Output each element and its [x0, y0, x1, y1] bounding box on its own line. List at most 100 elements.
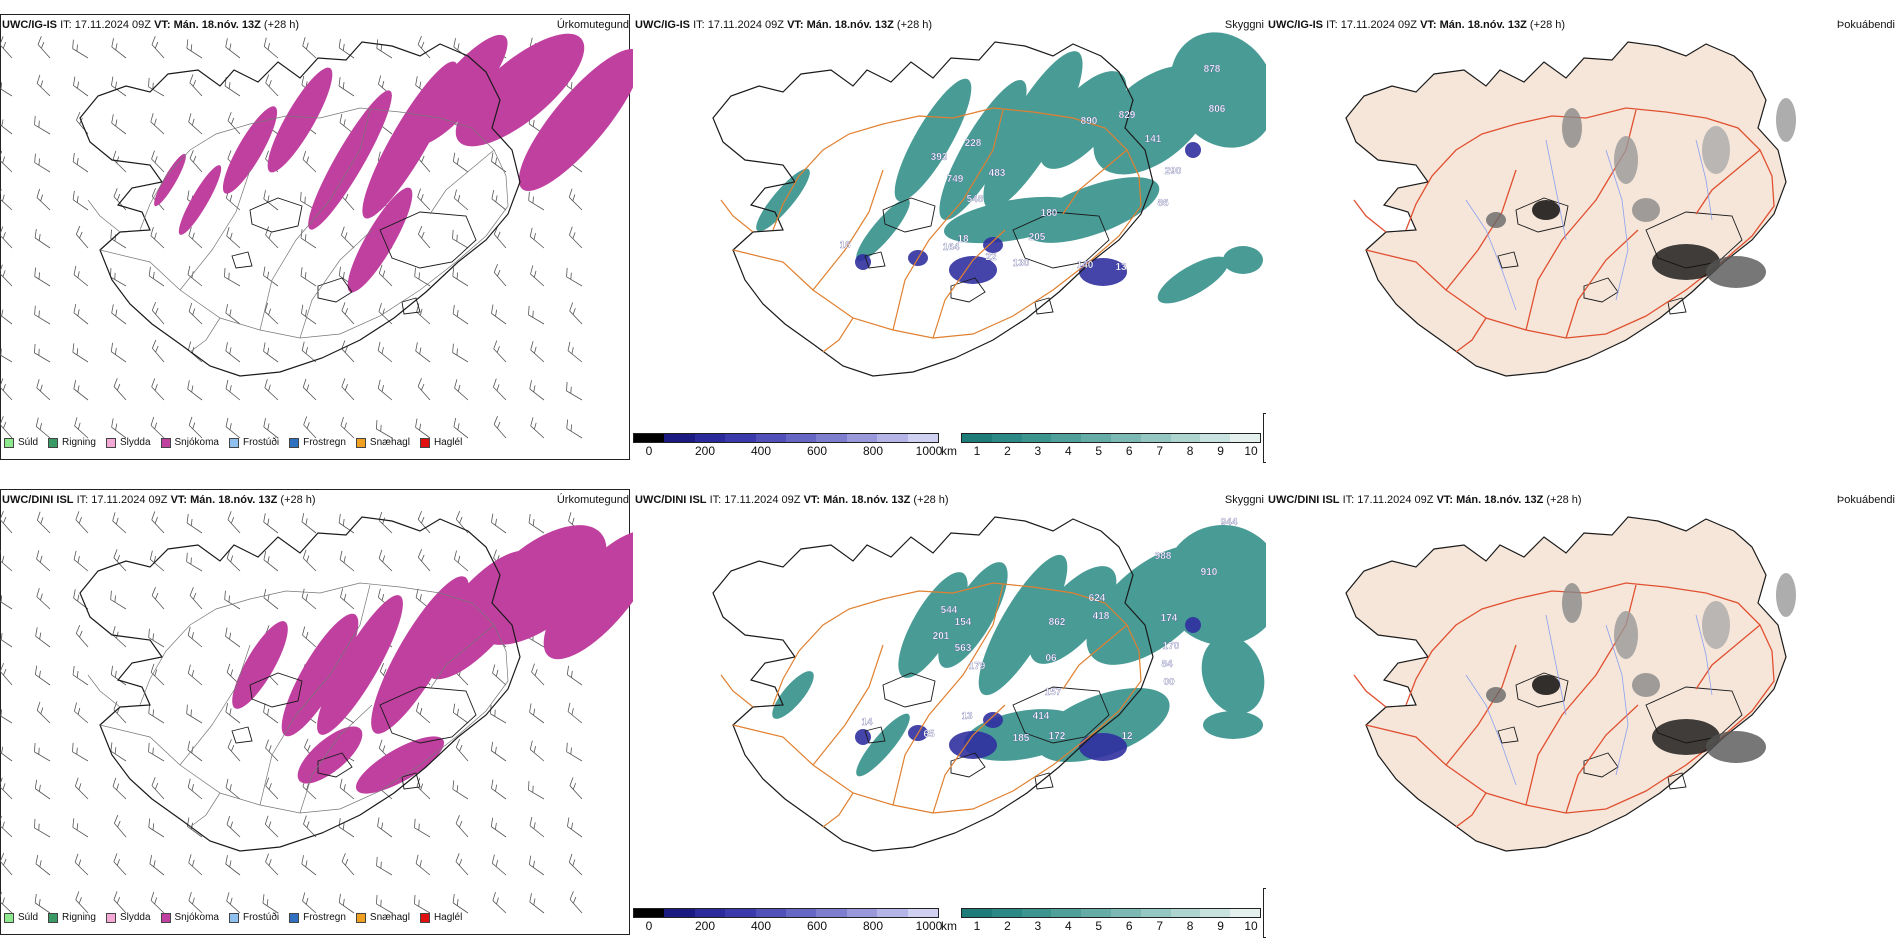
barb-feather: [186, 704, 188, 714]
wind-barb: [34, 153, 51, 173]
colorbar-tick: 0: [645, 444, 653, 458]
wind-barb: [111, 76, 127, 97]
wind-barb: [341, 378, 355, 401]
barb-staff: [341, 386, 355, 401]
barb-staff: [151, 158, 165, 173]
barb-feather: [148, 266, 151, 276]
barb-staff: [529, 236, 545, 249]
barb-feather: [38, 120, 40, 128]
barb-feather: [267, 43, 270, 50]
barb-staff: [566, 390, 583, 401]
road-line: [1455, 792, 1487, 828]
wind-barb: [148, 77, 165, 97]
visibility-area: [943, 196, 1083, 244]
wind-barb: [72, 152, 89, 173]
wind-barb: [74, 417, 89, 439]
barb-feather: [529, 816, 533, 826]
barb-feather: [380, 899, 382, 907]
wind-barb: [414, 267, 431, 287]
wind-barb: [187, 626, 203, 648]
wind-barb: [186, 39, 203, 59]
barb-staff: [72, 161, 89, 173]
barb-staff: [567, 711, 583, 724]
barb-staff: [529, 388, 545, 401]
visibility-value-label: 13: [1115, 262, 1127, 273]
barb-staff: [491, 313, 507, 325]
colorbar-swatches: [961, 908, 1261, 918]
colorbar-unit: km: [941, 919, 957, 933]
barb-staff: [0, 312, 13, 325]
wind-barb: [341, 302, 355, 325]
barb-staff: [378, 558, 393, 572]
fog-patches: [1486, 573, 1796, 763]
barb-feather: [416, 702, 420, 712]
colorbar-tick: 1: [973, 444, 981, 458]
barb-feather: [381, 822, 384, 830]
barb-feather: [570, 424, 573, 432]
barb-feather: [0, 705, 1, 714]
fog-patch: [1776, 573, 1796, 617]
visibility-value-label: 544: [941, 605, 958, 616]
barb-feather: [306, 384, 310, 391]
visibility-value-label: 16: [839, 240, 851, 251]
wind-barb: [150, 891, 165, 914]
barb-staff: [0, 671, 13, 686]
panel-visibility-dini: UWC/DINI ISL IT: 17.11.2024 09Z VT: Mán.…: [633, 475, 1266, 950]
barb-feather: [76, 111, 81, 121]
barb-feather: [419, 308, 423, 316]
barb-feather: [453, 189, 457, 199]
snow-area: [222, 106, 278, 194]
barb-staff: [452, 902, 469, 914]
barb-feather: [453, 417, 457, 427]
wind-barb: [378, 302, 393, 325]
barb-feather: [150, 227, 154, 236]
wind-barb: [263, 266, 279, 287]
wind-barb: [35, 627, 51, 648]
wind-barb: [151, 511, 165, 534]
wind-barb: [227, 112, 241, 135]
barb-feather: [529, 740, 533, 750]
barb-feather: [0, 416, 4, 425]
barb-feather: [192, 155, 197, 163]
barb-feather: [452, 229, 454, 239]
barb-feather: [72, 742, 74, 752]
barb-feather: [452, 703, 456, 713]
legend-swatch: [105, 437, 116, 448]
colorbar-tick: 8: [1186, 444, 1194, 458]
barb-staff: [36, 558, 51, 572]
barb-feather: [154, 669, 158, 677]
barb-feather: [75, 624, 81, 634]
colorbar-swatch: [1110, 909, 1141, 917]
barb-feather: [493, 549, 497, 559]
colorbar-swatch: [962, 909, 992, 917]
barb-staff: [416, 786, 431, 800]
barb-feather: [306, 42, 309, 50]
barb-feather: [529, 380, 532, 390]
colorbar-tick: 6: [1125, 444, 1133, 458]
barb-feather: [225, 855, 228, 865]
wind-barb: [452, 267, 469, 287]
visibility-value-label: 140: [1077, 260, 1094, 271]
wind-barb: [340, 588, 355, 610]
barb-staff: [530, 349, 545, 363]
barb-staff: [148, 275, 165, 287]
barb-feather: [1, 309, 4, 317]
wind-barb: [189, 587, 203, 610]
colorbar-swatch: [877, 434, 908, 442]
legend-swatch: [228, 912, 239, 923]
road-line: [1365, 582, 1775, 814]
barb-feather: [456, 309, 459, 317]
barb-staff: [568, 197, 583, 211]
wind-barb: [493, 416, 507, 439]
colorbar-tick: 8: [1186, 919, 1194, 933]
ceiling-area: [983, 237, 1003, 253]
barb-feather: [492, 891, 496, 901]
barb-feather: [191, 346, 195, 354]
wind-barb: [341, 226, 355, 249]
wind-barb: [492, 891, 507, 914]
barb-feather: [377, 588, 381, 598]
barb-staff: [531, 671, 545, 686]
barb-staff: [491, 750, 507, 762]
barb-staff: [263, 426, 279, 439]
wind-barb: [566, 267, 583, 287]
